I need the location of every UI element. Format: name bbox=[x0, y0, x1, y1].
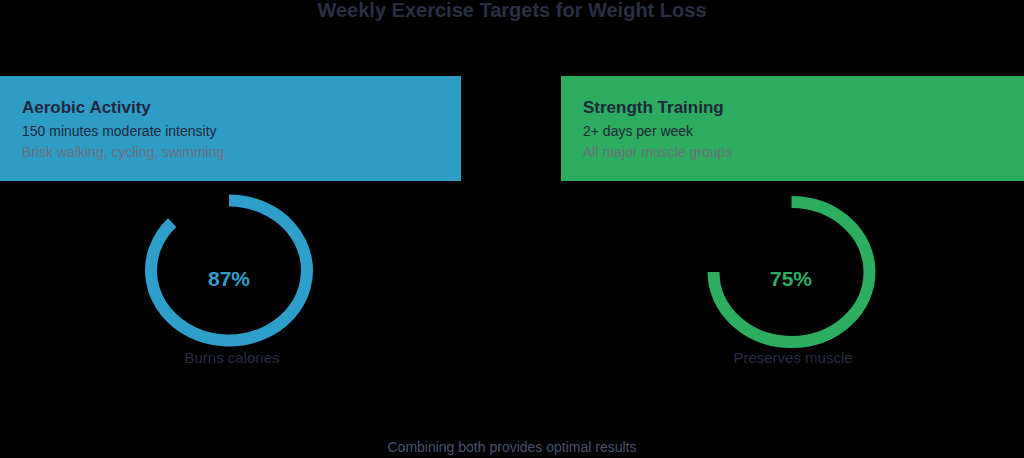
progress-rings bbox=[0, 0, 1024, 458]
strength-caption: Preserves muscle bbox=[683, 349, 903, 366]
aerobic-percentage: 87% bbox=[159, 267, 299, 291]
strength-percentage: 75% bbox=[721, 267, 861, 291]
aerobic-caption: Burns calories bbox=[122, 349, 342, 366]
infographic: Weekly Exercise Targets for Weight Loss … bbox=[0, 0, 1024, 458]
footer-note: Combining both provides optimal results bbox=[0, 439, 1024, 455]
